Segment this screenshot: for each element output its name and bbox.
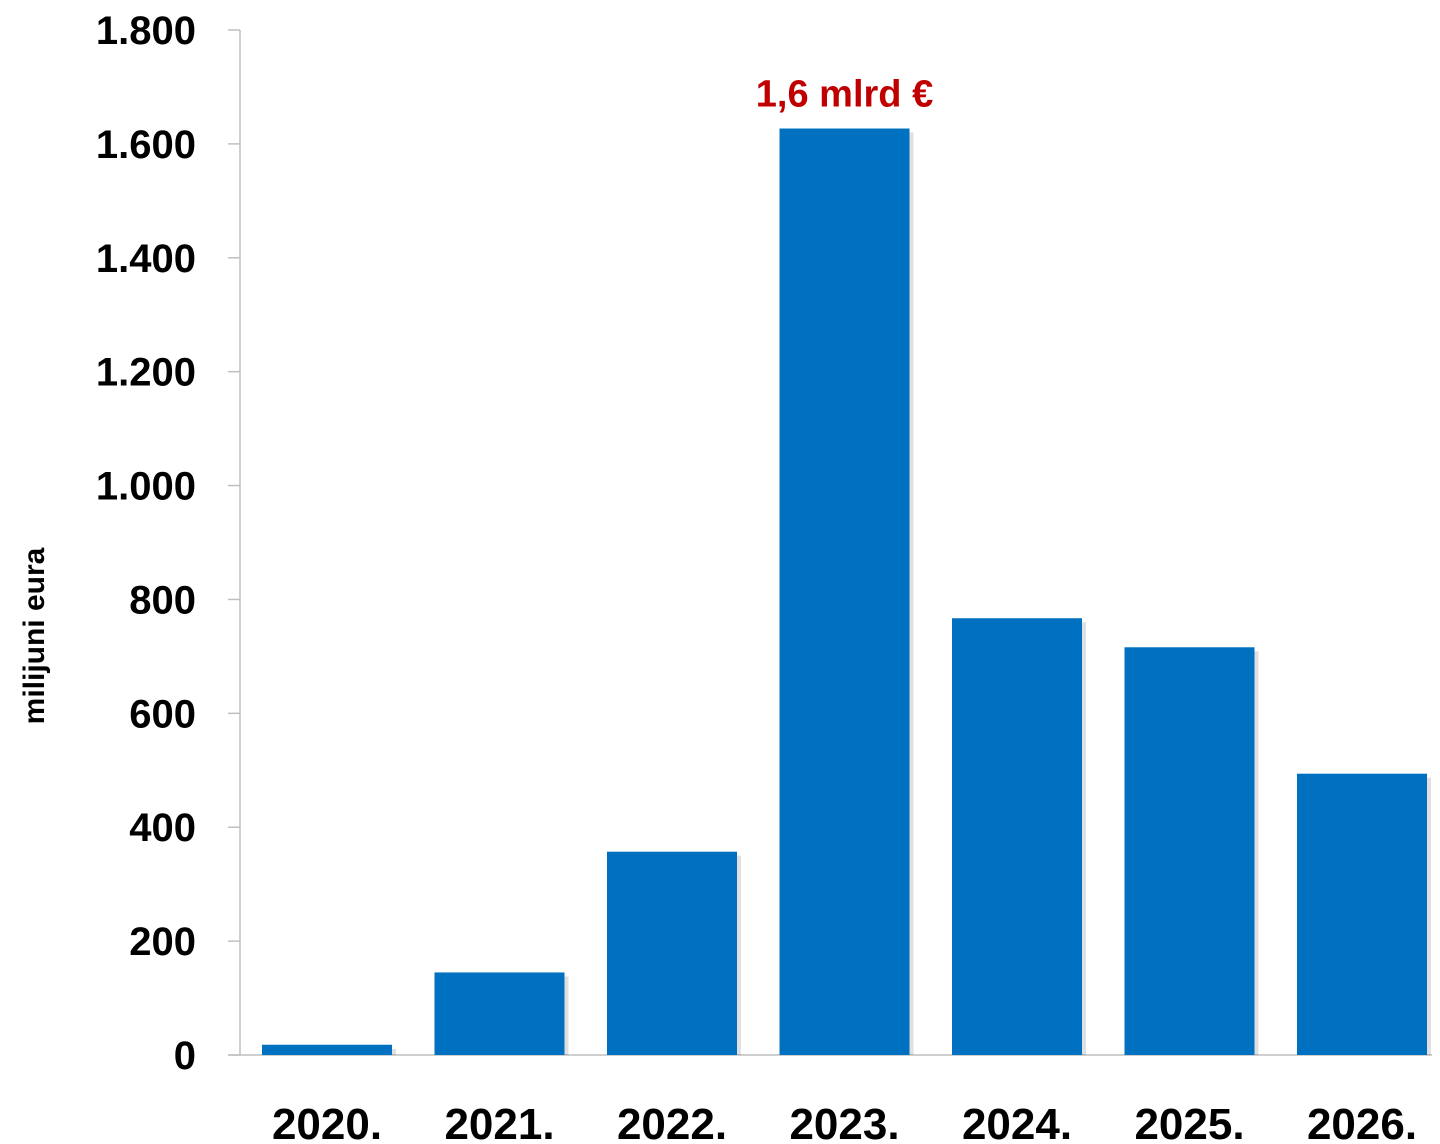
y-tick-label: 200 bbox=[129, 920, 196, 964]
bar bbox=[1124, 647, 1255, 1055]
x-tick-label: 2021. bbox=[444, 1100, 554, 1144]
y-tick-label: 400 bbox=[129, 806, 196, 850]
y-tick-label: 1.200 bbox=[96, 351, 196, 395]
x-tick-label: 2022. bbox=[617, 1100, 727, 1144]
annotations: 1,6 mlrd € bbox=[756, 74, 933, 116]
bars bbox=[262, 128, 1431, 1055]
y-tick-label: 1.000 bbox=[96, 465, 196, 509]
y-tick-label: 1.600 bbox=[96, 123, 196, 167]
bar bbox=[434, 972, 565, 1055]
x-tick-label: 2024. bbox=[962, 1100, 1072, 1144]
bar bbox=[952, 618, 1082, 1055]
bar bbox=[262, 1044, 392, 1055]
x-tick-label: 2026. bbox=[1307, 1100, 1417, 1144]
bar-annotation: 1,6 mlrd € bbox=[756, 74, 933, 116]
x-tick-label: 2025. bbox=[1134, 1100, 1244, 1144]
x-tick-label: 2023. bbox=[789, 1100, 899, 1144]
y-tick-label: 600 bbox=[129, 692, 196, 736]
y-tick-label: 800 bbox=[129, 578, 196, 622]
bar bbox=[779, 128, 910, 1055]
y-axis-ticks bbox=[228, 29, 240, 1056]
y-axis-tick-labels: 0 200 400 600 800 1.000 1.200 1.400 1.600 1.800 bbox=[96, 9, 196, 1078]
y-tick-label: 0 bbox=[174, 1034, 196, 1078]
y-tick-label: 1.400 bbox=[96, 237, 196, 281]
y-tick-label: 1.800 bbox=[96, 9, 196, 53]
x-axis-category-labels: 2020. 2021. 2022. 2023. 2024. 2025. 2026. bbox=[272, 1100, 1417, 1144]
bar bbox=[1297, 773, 1427, 1055]
bar bbox=[607, 851, 737, 1055]
x-tick-label: 2020. bbox=[272, 1100, 382, 1144]
y-axis-title: milijuni eura bbox=[18, 547, 51, 724]
